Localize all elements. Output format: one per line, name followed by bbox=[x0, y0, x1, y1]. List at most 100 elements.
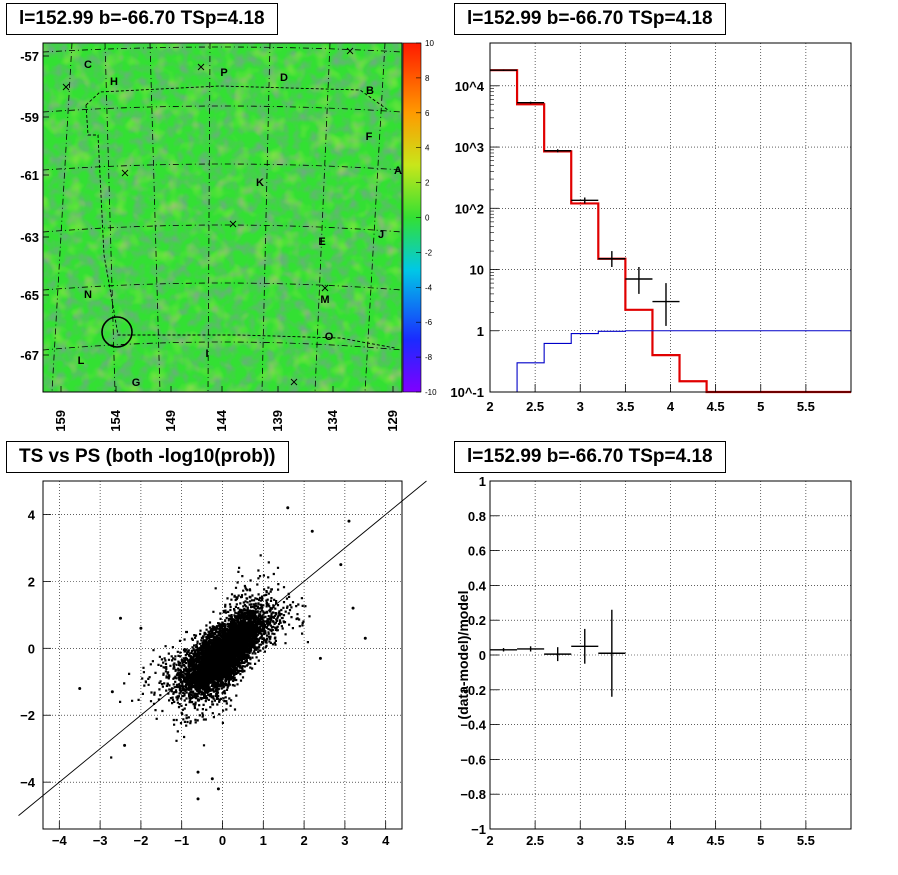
skymap-region-labels: C H P D B F A K E J N M O L I G bbox=[78, 59, 402, 389]
region-label: G bbox=[132, 377, 141, 389]
x-tick-label: 154 bbox=[108, 409, 123, 431]
y-tick-label: −1 bbox=[471, 822, 486, 837]
y-tick-label: -65 bbox=[20, 288, 39, 303]
colorbar-tick-label: -6 bbox=[425, 318, 433, 327]
region-label: M bbox=[320, 294, 329, 306]
scatter-title: TS vs PS (both -log10(prob)) bbox=[6, 441, 289, 473]
scatter-point bbox=[110, 690, 114, 694]
x-tick-label: 4.5 bbox=[707, 833, 725, 848]
x-tick-label: 0 bbox=[219, 833, 226, 848]
x-tick-label: 3.5 bbox=[616, 833, 634, 848]
colorbar-tick-label: 2 bbox=[425, 179, 430, 188]
colorbar-tick-label: 10 bbox=[425, 39, 434, 48]
x-tick-label: 5 bbox=[757, 399, 764, 414]
x-tick-label: −4 bbox=[52, 833, 68, 848]
y-tick-label: 10^-1 bbox=[450, 385, 484, 400]
scatter-panel: −4 −3 −2 −1 0 1 2 3 4 4 2 0 −2 −4 bbox=[18, 480, 427, 848]
scatter-point bbox=[318, 656, 322, 660]
y-tick-label: 0 bbox=[479, 648, 486, 663]
y-tick-label: 10 bbox=[470, 263, 484, 278]
y-tick-label: 10^4 bbox=[455, 79, 485, 94]
y-tick-label: −0.4 bbox=[460, 718, 486, 733]
spectrum-panel: 2 2.5 3 3.5 4 4.5 5 5.5 10^-1 1 10 10^2 10^3 10^4 bbox=[450, 42, 852, 414]
x-tick-label: 5.5 bbox=[797, 833, 815, 848]
spectrum-step-line bbox=[490, 330, 851, 393]
spectrum-grid bbox=[489, 43, 851, 393]
x-tick-label: 4 bbox=[667, 399, 675, 414]
skymap-title: l=152.99 b=-66.70 TSp=4.18 bbox=[6, 3, 278, 35]
y-tick-label: 1 bbox=[477, 324, 484, 339]
skymap-frame bbox=[42, 42, 403, 393]
scatter-point bbox=[347, 519, 351, 523]
scatter-point bbox=[286, 506, 290, 510]
colorbar bbox=[403, 43, 421, 392]
ratio-y-axis-label: (data-model)/model bbox=[455, 590, 471, 719]
ratio-grid bbox=[489, 480, 851, 830]
source-marker-circle bbox=[101, 316, 133, 348]
region-label: E bbox=[318, 236, 325, 248]
spectrum-ticks: 2 2.5 3 3.5 4 4.5 5 5.5 10^-1 1 10 10^2 10^3 10^4 bbox=[450, 79, 815, 414]
colorbar-tick-label: -4 bbox=[425, 283, 433, 292]
x-tick-label: 3 bbox=[341, 833, 348, 848]
region-label: F bbox=[366, 131, 373, 143]
colorbar-tick-label: -10 bbox=[425, 388, 437, 397]
skymap-y-ticks: -57 -59 -61 -63 -65 -67 bbox=[20, 49, 49, 363]
colorbar-ticks: 10 8 6 4 2 0 -2 -4 -6 -8 -10 bbox=[416, 39, 437, 397]
region-label: D bbox=[280, 72, 288, 84]
y-tick-label: 0.8 bbox=[468, 509, 486, 524]
x-tick-label: 4 bbox=[667, 833, 675, 848]
colorbar-tick-label: -2 bbox=[425, 248, 433, 257]
ratio-points bbox=[490, 609, 626, 697]
y-tick-label: 0 bbox=[28, 641, 35, 656]
x-tick-label: 129 bbox=[385, 410, 400, 432]
x-tick-label: 2 bbox=[300, 833, 307, 848]
region-label: I bbox=[205, 348, 208, 360]
colorbar-tick-label: 4 bbox=[425, 144, 430, 153]
region-label: A bbox=[394, 165, 402, 177]
scatter-ticks: −4 −3 −2 −1 0 1 2 3 4 4 2 0 −2 −4 bbox=[20, 507, 390, 848]
scatter-point bbox=[363, 636, 367, 640]
ratio-ticks: 2 2.5 3 3.5 4 4.5 5 5.5 1 0.8 0.6 0.4 0.2 0 −0.2 −0.4 −0… bbox=[460, 474, 815, 848]
scatter-point-cloud bbox=[110, 554, 311, 759]
region-label: C bbox=[84, 59, 92, 71]
region-label: P bbox=[220, 67, 227, 79]
scatter-point bbox=[119, 616, 123, 620]
region-label: O bbox=[325, 331, 334, 343]
scatter-point bbox=[210, 777, 214, 781]
y-tick-label: -61 bbox=[20, 168, 39, 183]
colorbar-tick-label: 8 bbox=[425, 74, 430, 83]
y-tick-label: -63 bbox=[20, 230, 39, 245]
scatter-point bbox=[123, 743, 127, 747]
x-tick-label: 4 bbox=[382, 833, 390, 848]
y-tick-label: 1 bbox=[479, 474, 486, 489]
x-tick-label: 5.5 bbox=[797, 399, 815, 414]
y-tick-label: −4 bbox=[20, 775, 36, 790]
y-tick-label: 0.2 bbox=[468, 613, 486, 628]
region-label: J bbox=[378, 229, 384, 241]
ratio-title: l=152.99 b=-66.70 TSp=4.18 bbox=[454, 441, 726, 473]
scatter-point bbox=[216, 787, 220, 791]
y-tick-label: 10^2 bbox=[455, 201, 484, 216]
region-label: L bbox=[78, 355, 85, 367]
x-tick-label: 139 bbox=[270, 410, 285, 432]
scatter-point bbox=[351, 606, 355, 610]
y-tick-label: 0.6 bbox=[468, 544, 486, 559]
y-tick-label: -59 bbox=[20, 110, 39, 125]
region-label: B bbox=[366, 85, 374, 97]
y-tick-label: −0.8 bbox=[460, 787, 486, 802]
skymap-grid-lines bbox=[43, 43, 402, 392]
skymap-region-outline bbox=[85, 85, 396, 349]
x-tick-label: 3 bbox=[577, 833, 584, 848]
x-tick-label: 149 bbox=[163, 410, 178, 432]
ratio-panel: 2 2.5 3 3.5 4 4.5 5 5.5 1 0.8 0.6 0.4 0.2 0 −0.2 −0.4 −0… bbox=[455, 474, 852, 848]
y-tick-label: -67 bbox=[20, 348, 39, 363]
spectrum-title: l=152.99 b=-66.70 TSp=4.18 bbox=[454, 3, 726, 35]
x-tick-label: 2.5 bbox=[526, 833, 544, 848]
skymap-cross-markers bbox=[62, 47, 354, 386]
x-tick-label: −1 bbox=[174, 833, 189, 848]
x-tick-label: −3 bbox=[93, 833, 108, 848]
y-tick-label: 10^3 bbox=[455, 140, 484, 155]
y-tick-label: 4 bbox=[28, 507, 36, 522]
